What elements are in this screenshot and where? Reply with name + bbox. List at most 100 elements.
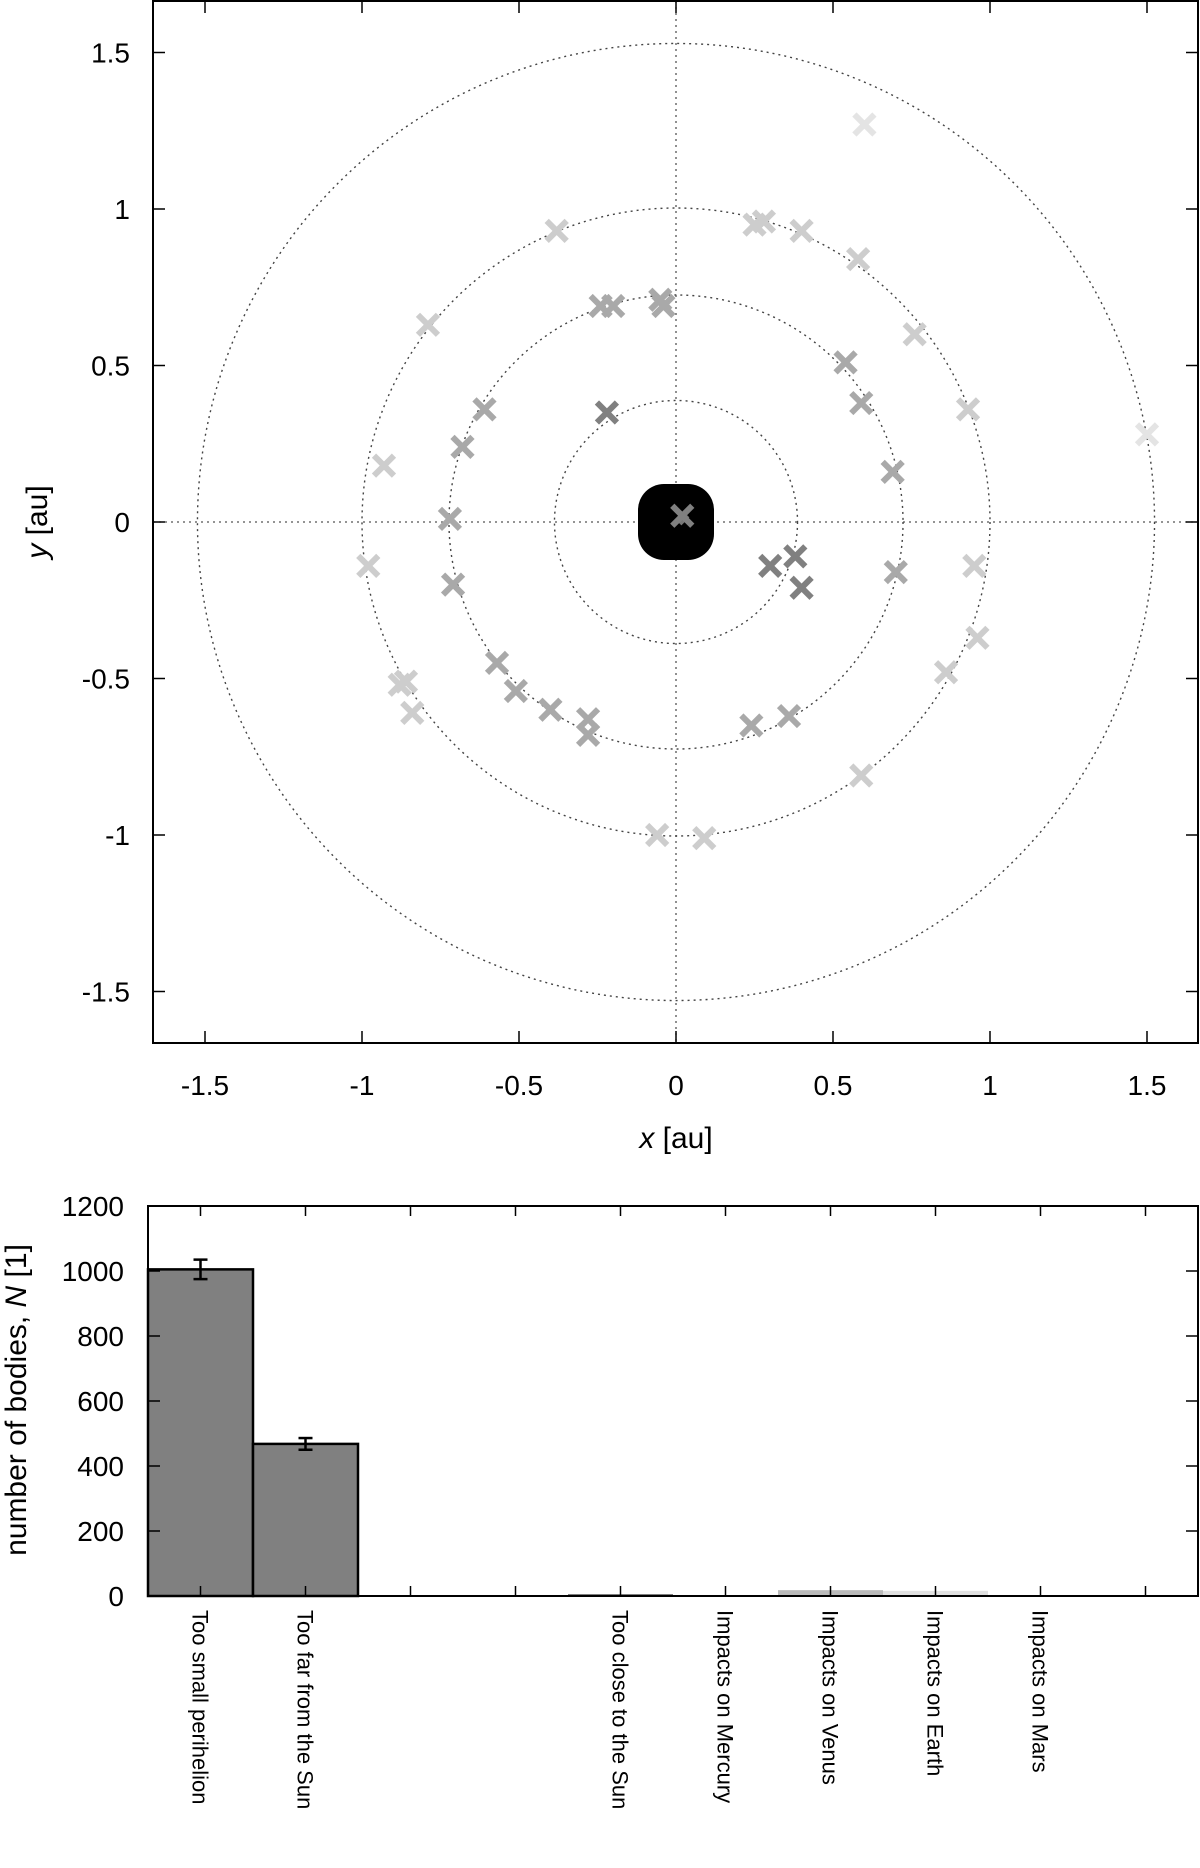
x-tick-label: 0.5 (814, 1070, 853, 1101)
y-tick-label: -0.5 (82, 664, 130, 695)
scatter-markers (356, 112, 1160, 851)
x-marker-stroke (503, 678, 528, 704)
category-label: Impacts on Venus (818, 1610, 843, 1785)
y-tick-label: 1200 (62, 1191, 124, 1222)
x-marker-icon (484, 650, 510, 675)
x-marker-icon (789, 575, 814, 600)
x-marker-stroke (833, 350, 858, 375)
x-marker-icon (849, 763, 874, 788)
x-marker-icon (503, 678, 528, 704)
x-marker-icon (544, 218, 569, 244)
orbit-circle (196, 42, 1156, 1002)
x-tick-label: -0.5 (495, 1070, 543, 1101)
x-marker-icon (594, 400, 620, 425)
x-marker-icon (789, 218, 814, 244)
x-marker-icon (783, 544, 808, 569)
x-marker-stroke (955, 397, 981, 422)
x-marker-stroke (739, 713, 764, 738)
category-label: Impacts on Mercury (713, 1610, 738, 1803)
y-tick-label: 0 (108, 1581, 124, 1612)
y-tick-label: 1.5 (91, 38, 130, 69)
y-tick-label: 600 (77, 1386, 124, 1417)
x-marker-icon (833, 350, 858, 375)
y-tick-label: 400 (77, 1451, 124, 1482)
x-marker-icon (845, 246, 871, 272)
x-tick-label: 1.5 (1128, 1070, 1167, 1101)
x-marker-icon (852, 112, 877, 137)
x-marker-stroke (538, 697, 563, 722)
x-marker-icon (776, 703, 802, 729)
x-marker-icon (758, 553, 783, 578)
y-tick-label: 0.5 (91, 351, 130, 382)
x-tick-label: 0 (668, 1070, 684, 1101)
x-marker-stroke (544, 218, 569, 244)
x-marker-icon (933, 660, 959, 685)
x-marker-icon (415, 312, 441, 337)
bar-category-labels: Too small perihelion Too far from the Sun… (188, 1610, 1053, 1809)
category-label: Impacts on Mars (1028, 1610, 1053, 1773)
x-marker-stroke (880, 459, 905, 485)
x-tick-label: 1 (982, 1070, 998, 1101)
x-marker-icon (962, 553, 987, 578)
x-marker-stroke (852, 112, 877, 137)
x-marker-stroke (883, 559, 908, 585)
x-marker-stroke (849, 390, 874, 416)
x-marker-icon (651, 293, 676, 319)
x-marker-stroke (1134, 422, 1160, 447)
x-marker-stroke (845, 246, 871, 272)
x-marker-icon (575, 722, 601, 747)
x-marker-stroke (484, 650, 510, 675)
x-marker-icon (955, 397, 981, 422)
x-marker-stroke (594, 400, 620, 425)
category-label: Impacts on Earth (923, 1610, 948, 1776)
x-marker-icon (1134, 422, 1160, 447)
scatter-plot: -1.5 -1 -0.5 0 0.5 1 1.5 1.5 1 0.5 0 -0.5 -1 -1.5 x [… (21, 0, 1199, 1155)
x-marker-icon (601, 293, 626, 319)
category-label: Too small perihelion (188, 1610, 213, 1804)
x-marker-icon (739, 713, 764, 738)
x-marker-icon (371, 453, 397, 478)
y-tick-label: 200 (77, 1516, 124, 1547)
bar-y-axis-label: number of bodies, N [1] (0, 1244, 33, 1556)
x-marker-icon (849, 390, 874, 416)
x-marker-stroke (415, 312, 441, 337)
x-marker-stroke (651, 293, 676, 319)
x-marker-icon (751, 209, 777, 234)
category-label: Too far from the Sun (293, 1610, 318, 1809)
bar-chart: 0 200 400 600 800 1000 1200 Too small periheli… (0, 1191, 1199, 1809)
x-marker-stroke (472, 397, 497, 422)
orbit-circle (361, 207, 991, 837)
x-marker-stroke (575, 722, 601, 747)
x-marker-icon (880, 459, 905, 485)
orbit-circle (448, 294, 904, 750)
x-marker-stroke (393, 669, 419, 694)
x-marker-stroke (645, 822, 670, 848)
x-tick-label: -1 (350, 1070, 375, 1101)
x-marker-stroke (371, 453, 397, 478)
x-marker-stroke (751, 209, 777, 234)
x-marker-icon (670, 503, 695, 528)
category-label: Too close to the Sun (608, 1610, 633, 1809)
x-marker-stroke (776, 703, 802, 729)
x-marker-stroke (400, 700, 425, 726)
x-marker-stroke (933, 660, 959, 685)
scatter-axis-ticks: -1.5 -1 -0.5 0 0.5 1 1.5 1.5 1 0.5 0 -0.5 -1 -1.5 (82, 1, 1198, 1101)
x-marker-stroke (440, 572, 466, 597)
x-marker-stroke (692, 826, 717, 851)
x-tick-label: -1.5 (181, 1070, 229, 1101)
bar (146, 1268, 255, 1598)
y-tick-label: 1000 (62, 1256, 124, 1287)
x-marker-icon (472, 397, 497, 422)
x-marker-icon (437, 506, 463, 531)
x-marker-icon (440, 572, 466, 597)
y-tick-label: -1.5 (82, 977, 130, 1008)
x-marker-icon (645, 822, 670, 848)
x-marker-icon (356, 553, 381, 578)
x-marker-stroke (356, 553, 381, 578)
x-marker-stroke (965, 625, 990, 650)
y-tick-label: 0 (114, 507, 130, 538)
x-marker-icon (538, 697, 563, 722)
x-marker-stroke (783, 544, 808, 569)
x-marker-icon (400, 700, 425, 726)
